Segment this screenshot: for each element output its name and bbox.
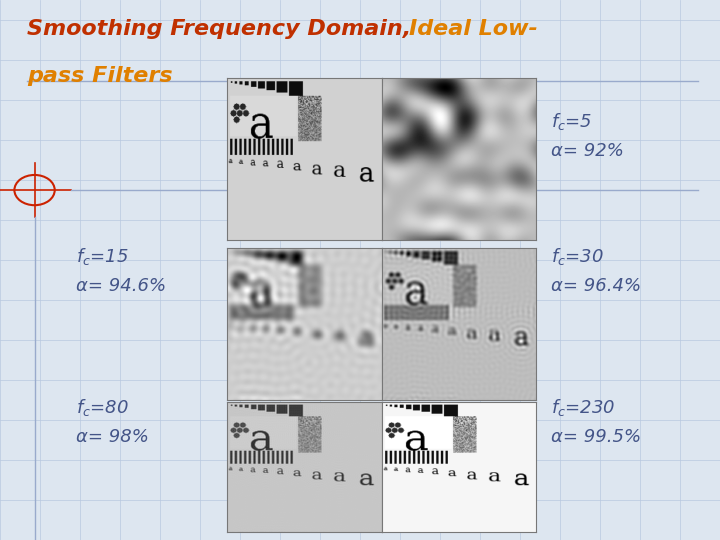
Text: Ideal Low-: Ideal Low- (409, 19, 538, 39)
Text: α= 94.6%: α= 94.6% (76, 277, 166, 295)
Text: $f_c$=15: $f_c$=15 (76, 246, 128, 267)
Text: α= 98%: α= 98% (76, 428, 148, 447)
Text: α= 92%: α= 92% (551, 142, 624, 160)
Text: $f_c$=80: $f_c$=80 (76, 397, 128, 418)
Text: $f_c$=5: $f_c$=5 (551, 111, 592, 132)
Text: pass Filters: pass Filters (27, 66, 173, 86)
Text: α= 99.5%: α= 99.5% (551, 428, 641, 447)
Text: $f_c$=30: $f_c$=30 (551, 246, 603, 267)
Text: Smoothing Frequency Domain,: Smoothing Frequency Domain, (27, 19, 419, 39)
Text: α= 96.4%: α= 96.4% (551, 277, 641, 295)
Text: $f_c$=230: $f_c$=230 (551, 397, 615, 418)
